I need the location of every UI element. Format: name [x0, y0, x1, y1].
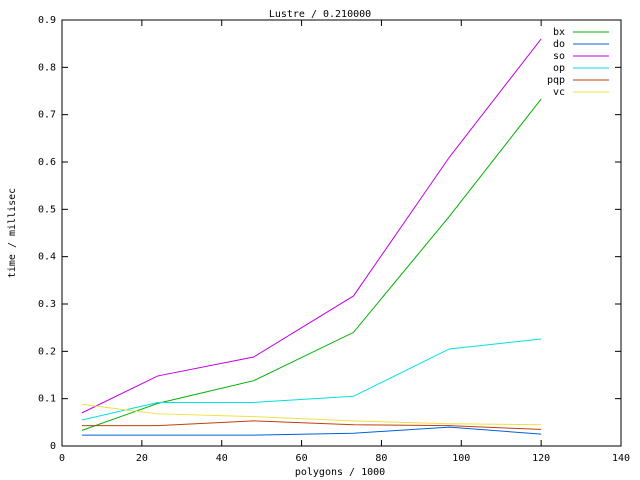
x-tick-label: 80	[375, 453, 387, 464]
series-line	[81, 420, 542, 430]
y-axis-label: time / millisec	[7, 188, 18, 278]
series-line	[81, 38, 542, 414]
x-tick-label: 40	[216, 453, 228, 464]
y-tick-label: 0.6	[38, 157, 56, 168]
legend-label: so	[553, 51, 565, 62]
y-tick-label: 0.5	[38, 204, 56, 215]
y-tick-label: 0.1	[38, 394, 56, 405]
plot-border	[61, 19, 622, 447]
legend-label: vc	[553, 87, 565, 98]
chart-title: Lustre / 0.210000	[269, 9, 371, 20]
y-tick-label: 0.4	[38, 252, 56, 263]
legend-label: bx	[553, 27, 565, 38]
x-tick-label: 0	[59, 453, 65, 464]
x-axis-label: polygons / 1000	[295, 467, 385, 478]
x-tick-label: 60	[296, 453, 308, 464]
legend-label: pqp	[547, 75, 565, 86]
x-tick-label: 140	[612, 453, 630, 464]
x-tick-label: 100	[452, 453, 470, 464]
series-line	[81, 338, 542, 421]
y-tick-label: 0	[50, 441, 56, 452]
legend-label: do	[553, 39, 565, 50]
legend-label: op	[553, 63, 565, 74]
series-line	[81, 426, 542, 436]
y-tick-label: 0.8	[38, 62, 56, 73]
x-tick-label: 20	[136, 453, 148, 464]
x-tick-label: 120	[532, 453, 550, 464]
y-tick-label: 0.3	[38, 299, 56, 310]
y-tick-label: 0.9	[38, 15, 56, 26]
y-tick-label: 0.2	[38, 346, 56, 357]
series-line	[81, 98, 542, 431]
y-tick-label: 0.7	[38, 110, 56, 121]
series-line	[81, 403, 542, 426]
